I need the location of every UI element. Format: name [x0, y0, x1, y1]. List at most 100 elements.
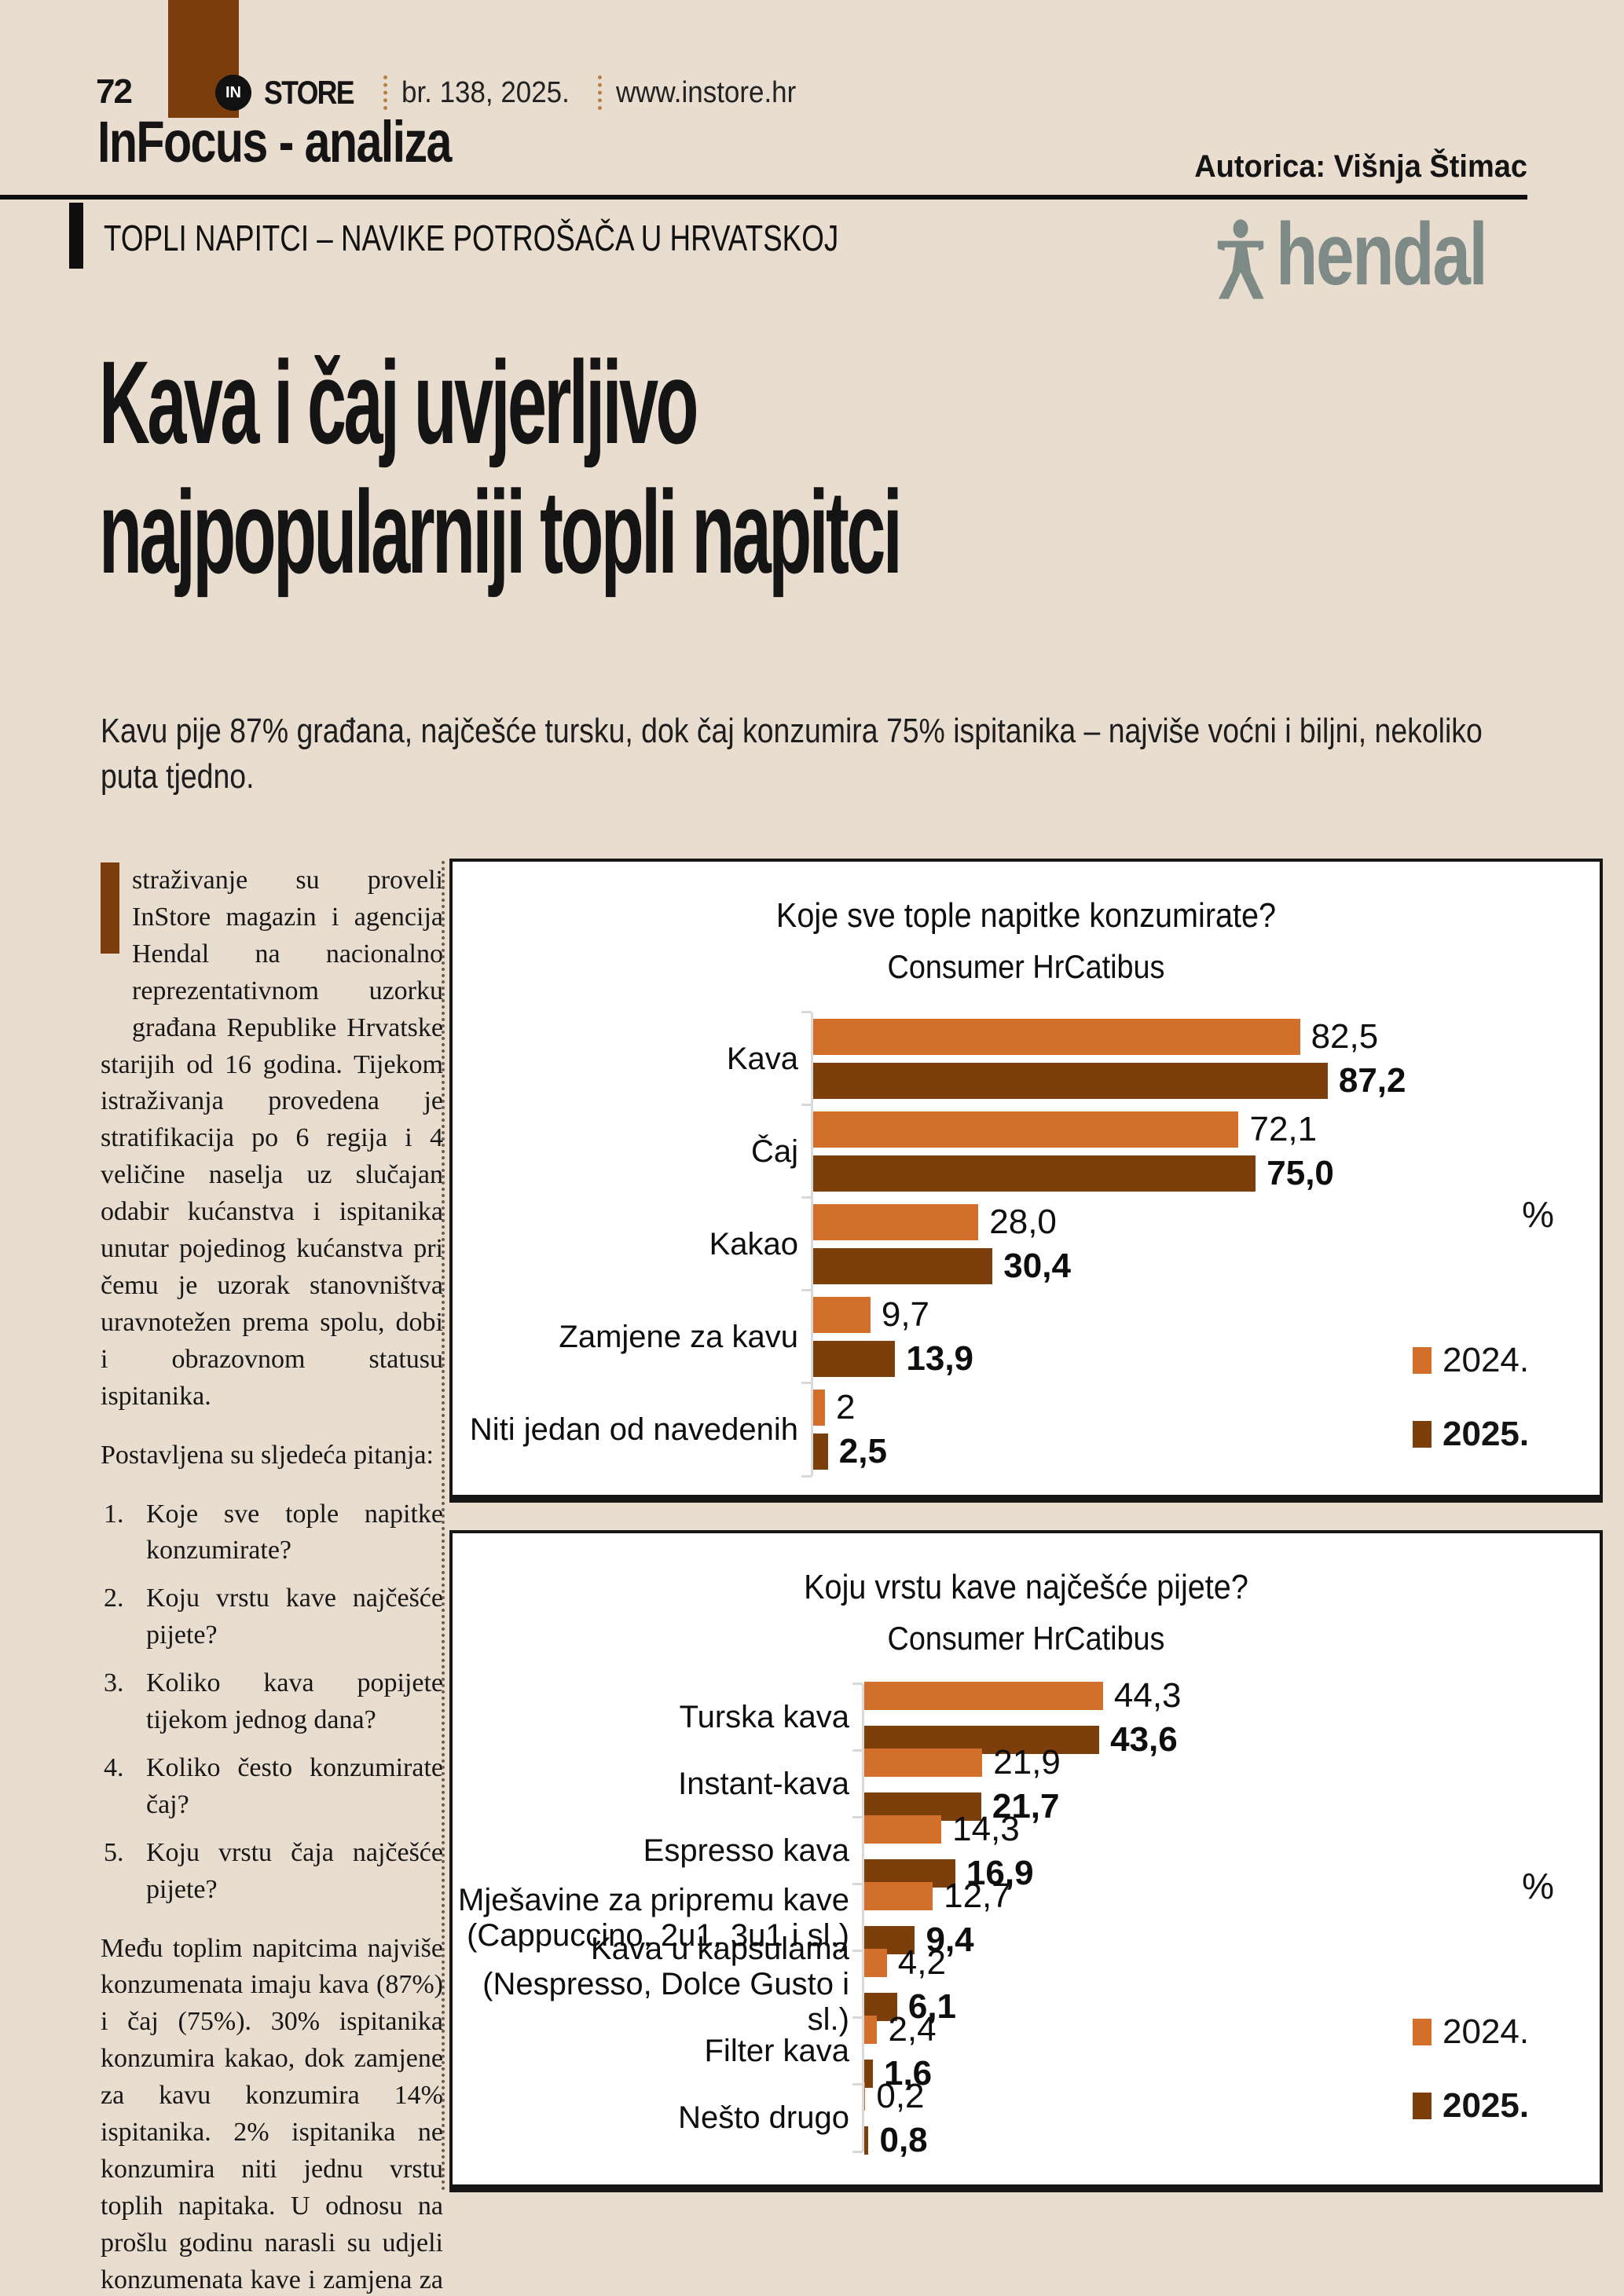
chart-title: Koje sve tople napitke konzumirate? — [775, 896, 1277, 935]
bar-line-2024: 9,7 — [813, 1295, 1403, 1335]
paragraph-questions-intro: Postavljena su sljedeća pitanja: — [101, 1440, 434, 1470]
axis-unit-label: % — [1522, 1866, 1554, 1906]
bar-line-2024: 72,1 — [813, 1110, 1403, 1149]
chart-subtitle: Consumer HrCatibus — [887, 1620, 1165, 1657]
hendal-person-icon — [1217, 219, 1264, 299]
dotted-separator — [598, 75, 603, 110]
bar-group: 2,4 1,6 — [852, 2010, 1403, 2093]
bar-2024 — [864, 1948, 887, 1977]
chart-plot: Turska kava 44,3 43,6 Instant-kava 21,9 21,7 E… — [453, 1676, 1600, 2159]
bar-line-2025: 1,6 — [864, 2054, 1403, 2093]
chart-row: Mješavine za pripremu kave (Cappuccino, … — [453, 1877, 1403, 1959]
bar-group: 14,3 16,9 — [852, 1810, 1403, 1892]
hendal-wordmark: hendal — [1276, 205, 1488, 303]
chart-row: Kava u kapsulama (Nespresso, Dolce Gusto… — [453, 1932, 1403, 2037]
chart-row: Zamjene za kavu 9,7 13,9 — [453, 1289, 1403, 1383]
bar-2025 — [813, 1341, 896, 1377]
value-label-2025: 21,7 — [992, 1786, 1060, 1825]
category-label: Filter kava — [704, 2034, 850, 2069]
author-byline: Autorica: Višnja Štimac — [1194, 149, 1527, 184]
legend-swatch-2025 — [1413, 1421, 1432, 1448]
header-rule — [0, 195, 1527, 200]
chart-row: Turska kava 44,3 43,6 — [453, 1676, 1403, 1759]
chart-coffee-types: Koju vrstu kave najčešće pijete? Consume… — [449, 1530, 1603, 2192]
value-label-2024: 14,3 — [952, 1809, 1020, 1848]
issue-number: br. 138, 2025. — [401, 75, 570, 109]
bar-group: 4,2 6,1 — [852, 1943, 1403, 2026]
section-title: InFocus - analiza — [97, 109, 452, 174]
article-kicker: TOPLI NAPITCI – NAVIKE POTROŠAČA U HRVAT… — [104, 218, 839, 258]
paragraph-intro-text: straživanje su proveli InStore magazin i… — [101, 866, 443, 1411]
bar-2024 — [864, 1681, 1103, 1710]
value-label-2025: 2,5 — [838, 1432, 887, 1470]
legend-label-2024: 2024. — [1443, 2012, 1530, 2051]
page-number: 72 — [96, 72, 133, 111]
value-label-2024: 0,2 — [876, 2076, 925, 2115]
website-link[interactable]: www.instore.hr — [616, 75, 797, 109]
question-item: Koju vrstu kave najčešće pijete? — [104, 1580, 443, 1650]
bar-line-2024: 2 — [813, 1388, 1403, 1427]
value-label-2024: 44,3 — [1113, 1675, 1182, 1715]
bar-group: 9,7 13,9 — [801, 1289, 1403, 1383]
value-label-2025: 0,8 — [879, 2120, 928, 2159]
bar-2025 — [813, 1155, 1256, 1192]
chart-hot-beverages: Koje sve tople napitke konzumirate? Cons… — [449, 859, 1603, 1503]
bar-group: 12,7 9,4 — [852, 1877, 1403, 1959]
category-label: Instant-kava — [678, 1767, 849, 1802]
category-label: Kava u kapsulama (Nespresso, Dolce Gusto… — [482, 1932, 849, 2037]
bar-line-2024: 44,3 — [864, 1676, 1403, 1716]
article-title: Kava i čaj uvjerljivo najpopularniji top… — [99, 338, 903, 597]
category-label: Kava — [726, 1041, 798, 1076]
category-label: Espresso kava — [643, 1833, 849, 1869]
chart-row: Nešto drugo 0,2 0,8 — [453, 2077, 1403, 2159]
bar-2024 — [864, 2015, 878, 2044]
question-item: Koliko često konzumirate čaj? — [104, 1750, 443, 1819]
chart-row: Kava 82,5 87,2 — [453, 1011, 1406, 1105]
bar-group: 72,1 75,0 — [801, 1104, 1403, 1198]
bar-line-2024: 12,7 — [864, 1877, 1403, 1916]
value-label-2025: 87,2 — [1338, 1061, 1406, 1100]
bar-line-2024: 82,5 — [813, 1017, 1403, 1056]
legend-label-2025: 2025. — [1443, 2086, 1530, 2125]
value-label-2024: 21,9 — [993, 1742, 1061, 1782]
value-label-2024: 9,7 — [881, 1295, 930, 1334]
value-label-2024: 2 — [836, 1388, 856, 1426]
bar-2024 — [813, 1111, 1239, 1148]
legend-item-2024: 2024. — [1413, 1341, 1529, 1380]
kicker-accent-bar — [69, 203, 83, 269]
category-label: Zamjene za kavu — [559, 1319, 798, 1354]
chart-title: Koju vrstu kave najčešće pijete? — [804, 1568, 1248, 1606]
chart-right-rail: % 2024. 2025. — [1403, 1684, 1600, 2151]
bar-line-2024: 4,2 — [864, 1943, 1403, 1983]
bar-line-2025: 0,8 — [864, 2121, 1403, 2160]
bar-2025 — [813, 1248, 993, 1284]
bar-group: 44,3 43,6 — [852, 1676, 1403, 1759]
bar-2025 — [813, 1063, 1328, 1099]
instore-masthead: IN STORE br. 138, 2025. www.instore.hr — [215, 74, 812, 112]
bar-2025 — [864, 2126, 869, 2155]
questions-list: Koje sve tople napitke konzumirate? Koju … — [101, 1496, 443, 1909]
instore-logo-icon: IN — [215, 75, 251, 111]
chart-rows: Turska kava 44,3 43,6 Instant-kava 21,9 21,7 E… — [453, 1676, 1403, 2159]
value-label-2025: 13,9 — [906, 1339, 974, 1378]
value-label-2025: 6,1 — [907, 1987, 957, 2026]
value-label-2024: 28,0 — [989, 1203, 1057, 1241]
legend-swatch-2025 — [1413, 2093, 1432, 2119]
bar-line-2025: 75,0 — [813, 1154, 1403, 1193]
legend-swatch-2024 — [1413, 1347, 1432, 1374]
bar-2024 — [813, 1390, 826, 1426]
bar-line-2024: 2,4 — [864, 2010, 1403, 2049]
chart-row: Instant-kava 21,9 21,7 — [453, 1743, 1403, 1825]
axis-unit-label: % — [1522, 1194, 1554, 1235]
article-lead: Kavu pije 87% građana, najčešće tursku, … — [101, 712, 1483, 796]
chart-subtitle: Consumer HrCatibus — [887, 948, 1165, 985]
paragraph-results: Među toplim napitcima najviše konzumenat… — [101, 1933, 443, 2294]
bar-line-2024: 28,0 — [813, 1203, 1403, 1242]
chart-plot: Kava 82,5 87,2 Čaj 72,1 75,0 Kakao 28,0 30,4 Zamj… — [453, 1011, 1600, 1478]
dotted-separator — [383, 75, 387, 110]
question-item: Koje sve tople napitke konzumirate? — [104, 1496, 443, 1565]
chart-row: Čaj 72,1 75,0 — [453, 1104, 1403, 1198]
value-label-2025: 9,4 — [926, 1920, 974, 1959]
bar-2024 — [864, 1748, 983, 1777]
